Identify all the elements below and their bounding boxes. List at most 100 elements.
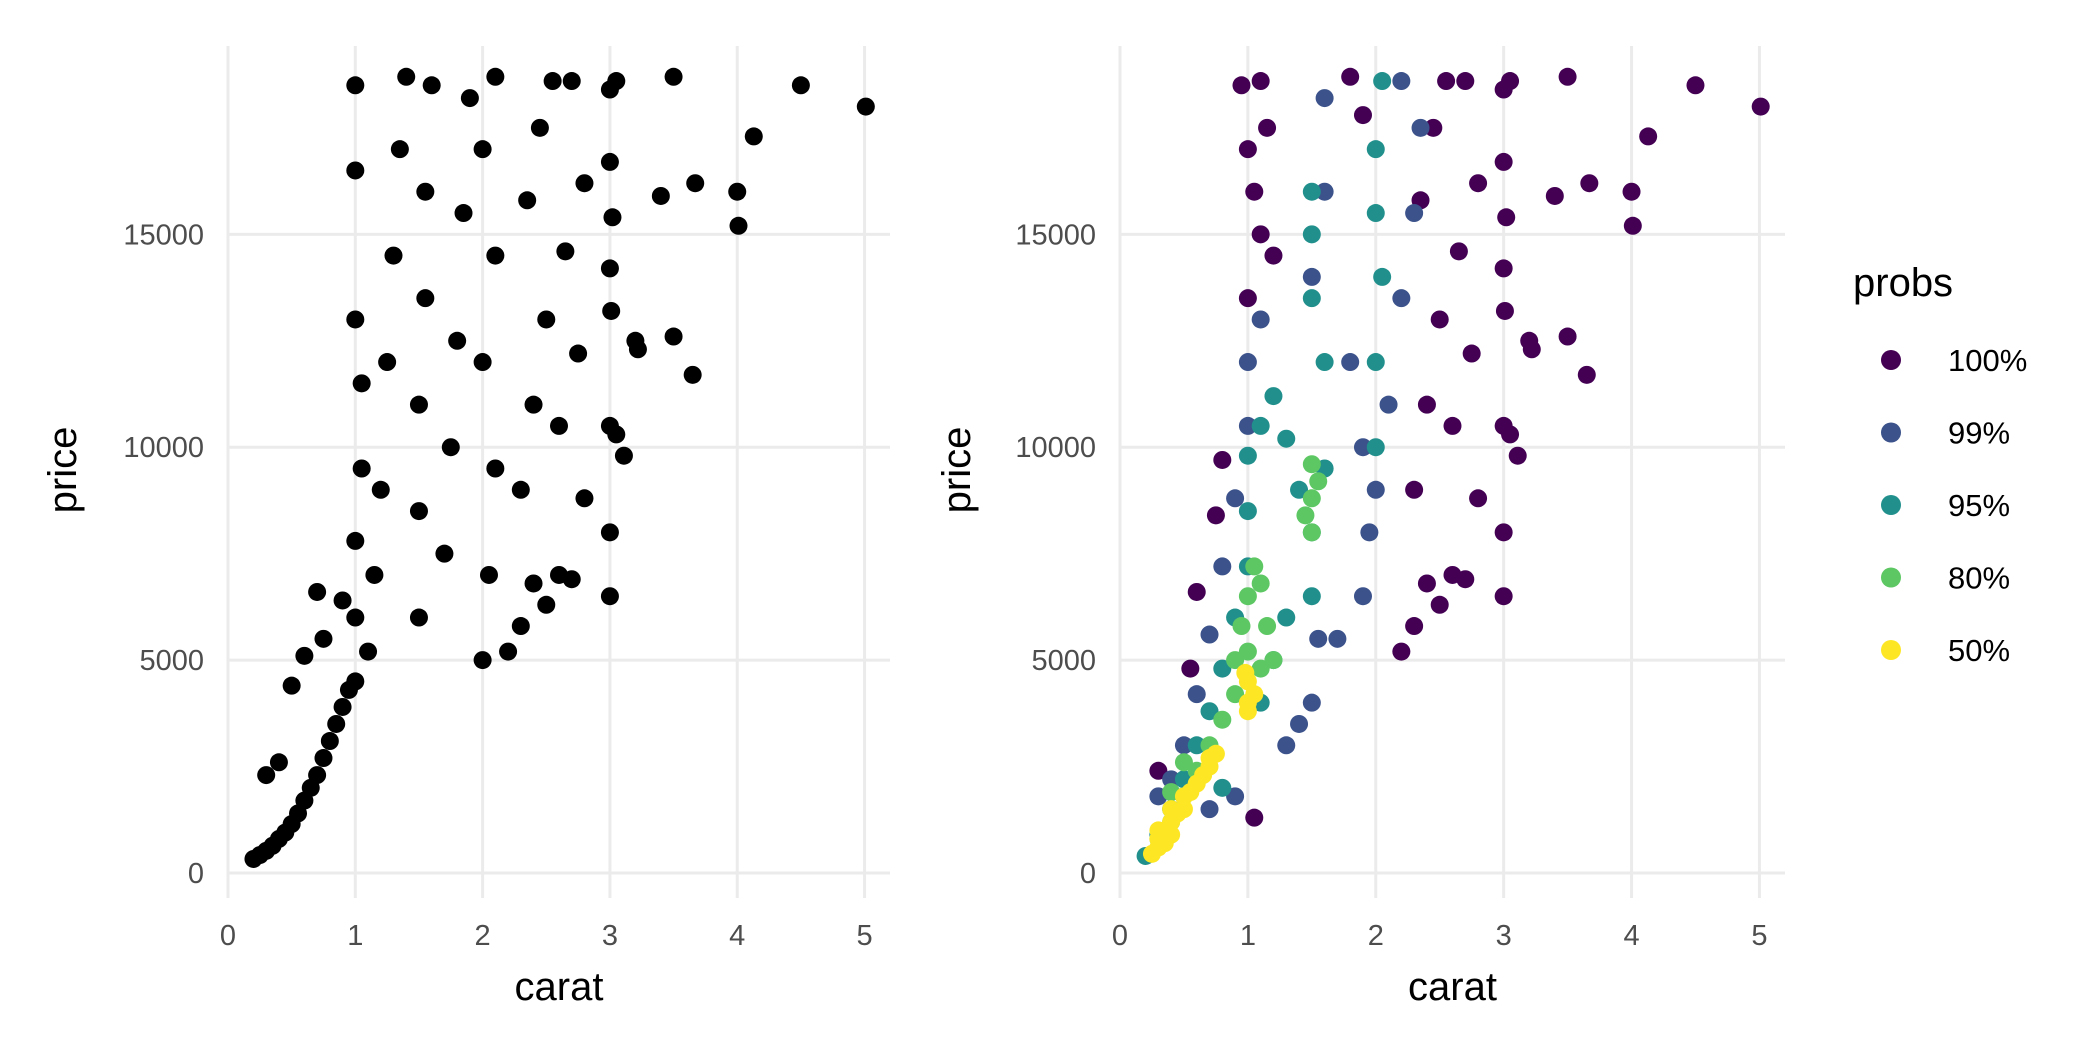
data-point	[600, 523, 619, 542]
data-point	[1520, 331, 1539, 350]
data-point	[1200, 625, 1219, 644]
panel-right: 0 1 2 3 4 5 0 5000 10000 15000 carat price	[935, 46, 1785, 1009]
data-point	[1456, 72, 1475, 91]
data-point	[1200, 702, 1219, 721]
data-point	[1238, 416, 1257, 435]
data-point	[1417, 574, 1436, 593]
data-point	[537, 310, 556, 329]
data-point	[409, 502, 428, 521]
data-point	[346, 161, 365, 180]
data-point	[1508, 446, 1527, 465]
y-tick-label: 5000	[1031, 645, 1096, 677]
x-axis-title: carat	[1408, 965, 1497, 1009]
data-point	[1302, 267, 1321, 286]
data-point	[1187, 685, 1206, 704]
data-point	[352, 374, 371, 393]
data-point	[1392, 289, 1411, 308]
data-point	[744, 127, 763, 146]
data-point	[1353, 438, 1372, 457]
data-point	[282, 676, 301, 695]
data-point	[1245, 808, 1264, 827]
data-point	[1580, 174, 1599, 193]
data-point	[614, 446, 633, 465]
data-point	[1232, 76, 1251, 95]
data-point	[479, 565, 498, 584]
x-tick-label: 2	[1368, 920, 1384, 952]
data-point	[530, 118, 549, 137]
data-point	[314, 629, 333, 648]
data-point	[1494, 259, 1513, 278]
data-point	[1302, 693, 1321, 712]
data-point	[1315, 89, 1334, 108]
data-point	[1494, 587, 1513, 606]
data-point	[308, 766, 327, 785]
data-point	[269, 753, 288, 772]
data-point	[575, 489, 594, 508]
data-point	[1258, 118, 1277, 137]
data-point	[729, 216, 748, 235]
data-point	[1238, 502, 1257, 521]
legend-label: 100%	[1948, 343, 2027, 378]
data-point	[562, 72, 581, 91]
data-point	[1494, 523, 1513, 542]
data-point	[626, 331, 645, 350]
data-point	[1353, 587, 1372, 606]
data-point	[1373, 72, 1392, 91]
data-point	[390, 140, 409, 159]
data-point	[333, 697, 352, 716]
data-point	[1290, 714, 1309, 733]
data-point	[346, 608, 365, 627]
legend-label: 99%	[1948, 416, 2010, 451]
data-point	[537, 595, 556, 614]
data-point	[1443, 416, 1462, 435]
data-point	[409, 395, 428, 414]
data-point	[1174, 800, 1193, 819]
data-point	[1494, 152, 1513, 171]
data-point	[1302, 225, 1321, 244]
data-point	[600, 152, 619, 171]
data-point	[1149, 761, 1168, 780]
data-point	[1341, 353, 1360, 372]
y-axis-title: price	[41, 427, 85, 514]
data-point	[575, 174, 594, 193]
data-point	[1462, 344, 1481, 363]
data-point	[454, 204, 473, 223]
data-point	[409, 608, 428, 627]
x-tick-label: 3	[1496, 920, 1512, 952]
data-point	[1366, 204, 1385, 223]
data-point	[1213, 557, 1232, 576]
data-point	[1296, 506, 1315, 525]
data-point	[1497, 208, 1516, 227]
x-tick-label: 4	[1623, 920, 1639, 952]
data-point	[359, 642, 378, 661]
data-point	[1315, 182, 1334, 201]
legend: probs 100% 99% 95% 80% 50%	[1853, 261, 2027, 668]
data-point	[295, 646, 314, 665]
data-point	[1264, 387, 1283, 406]
data-point	[314, 749, 333, 768]
data-point	[1236, 663, 1255, 682]
data-point	[1149, 821, 1168, 840]
data-point	[1751, 97, 1770, 116]
data-point	[1232, 617, 1251, 636]
data-point	[1245, 182, 1264, 201]
data-point	[378, 353, 397, 372]
y-tick-label: 10000	[123, 432, 204, 464]
data-point	[486, 246, 505, 265]
data-point	[1341, 67, 1360, 86]
data-point	[1405, 617, 1424, 636]
data-point	[397, 67, 416, 86]
data-point	[1264, 651, 1283, 670]
legend-key	[1881, 567, 1901, 588]
data-point	[1639, 127, 1658, 146]
data-point	[524, 574, 543, 593]
x-tick-label: 4	[729, 920, 745, 952]
data-point	[511, 617, 530, 636]
data-point	[346, 672, 365, 691]
data-point	[308, 582, 327, 601]
data-point	[416, 182, 435, 201]
data-point	[1328, 629, 1347, 648]
y-tick-label: 15000	[1015, 219, 1096, 251]
data-point	[1577, 365, 1596, 384]
data-point	[352, 459, 371, 478]
